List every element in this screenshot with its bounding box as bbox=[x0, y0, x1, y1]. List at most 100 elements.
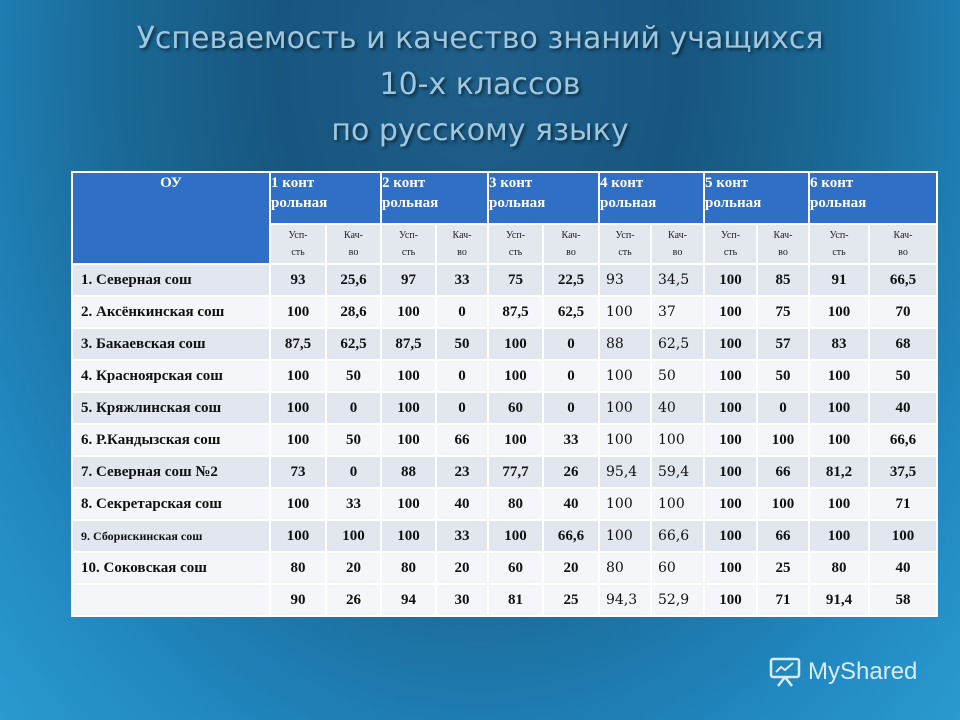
cell-kachestvo: 0 bbox=[435, 359, 489, 393]
cell-uspevaemost: 100 bbox=[380, 487, 437, 521]
cell-kachestvo: 0 bbox=[325, 455, 382, 489]
header-kachestvo: Кач-во bbox=[650, 223, 705, 265]
cell-uspevaemost: 100 bbox=[703, 263, 758, 297]
cell-uspevaemost: 75 bbox=[487, 263, 544, 297]
cell-kachestvo: 66 bbox=[435, 423, 489, 457]
cell-uspevaemost: 100 bbox=[487, 423, 544, 457]
cell-kachestvo: 34,5 bbox=[650, 263, 705, 297]
school-name: 4. Красноярская сош bbox=[71, 359, 271, 393]
cell-kachestvo: 100 bbox=[756, 487, 810, 521]
cell-uspevaemost: 90 bbox=[269, 583, 327, 617]
cell-kachestvo: 70 bbox=[868, 295, 938, 329]
table-row: 10. Соковская сош 80 20 80 20 60 20 80 60 100 25 80… bbox=[71, 551, 938, 585]
cell-kachestvo: 28,6 bbox=[325, 295, 382, 329]
cell-uspevaemost: 60 bbox=[487, 391, 544, 425]
school-name: 8. Секретарская сош bbox=[71, 487, 271, 521]
cell-uspevaemost: 94,3 bbox=[598, 583, 652, 617]
cell-kachestvo: 25 bbox=[542, 583, 600, 617]
cell-uspevaemost: 100 bbox=[487, 519, 544, 553]
cell-kachestvo: 62,5 bbox=[542, 295, 600, 329]
cell-kachestvo: 37,5 bbox=[868, 455, 938, 489]
cell-uspevaemost: 93 bbox=[269, 263, 327, 297]
cell-kachestvo: 30 bbox=[435, 583, 489, 617]
cell-kachestvo: 58 bbox=[868, 583, 938, 617]
header-kachestvo: Кач-во bbox=[325, 223, 382, 265]
cell-kachestvo: 0 bbox=[435, 295, 489, 329]
cell-kachestvo: 59,4 bbox=[650, 455, 705, 489]
school-name: 7. Северная сош №2 bbox=[71, 455, 271, 489]
cell-kachestvo: 66,6 bbox=[650, 519, 705, 553]
title-line-1: Успеваемость и качество знаний учащихся bbox=[136, 21, 824, 56]
table-row: 2. Аксёнкинская сош 100 28,6 100 0 87,5 62,5 10… bbox=[71, 295, 938, 329]
header-uspevaemost: Усп-сть bbox=[380, 223, 437, 265]
cell-uspevaemost: 100 bbox=[380, 519, 437, 553]
cell-kachestvo: 33 bbox=[435, 263, 489, 297]
cell-uspevaemost: 100 bbox=[380, 359, 437, 393]
table-row: 9. Сборискинская сош 100 100 100 33 100 66,6 10… bbox=[71, 519, 938, 553]
school-name: 2. Аксёнкинская сош bbox=[71, 295, 271, 329]
header-uspevaemost: Усп-сть bbox=[487, 223, 544, 265]
presentation-board-icon bbox=[769, 657, 801, 687]
cell-uspevaemost: 91,4 bbox=[808, 583, 870, 617]
cell-kachestvo: 0 bbox=[435, 391, 489, 425]
cell-kachestvo: 40 bbox=[435, 487, 489, 521]
table-row: 4. Красноярская сош 100 50 100 0 100 0 100 50 100… bbox=[71, 359, 938, 393]
cell-uspevaemost: 100 bbox=[269, 359, 327, 393]
results-table: ОУ 1 конт рольная 2 конт рольная 3 конт рол… bbox=[71, 171, 938, 617]
cell-uspevaemost: 80 bbox=[598, 551, 652, 585]
cell-uspevaemost: 100 bbox=[808, 391, 870, 425]
cell-kachestvo: 40 bbox=[542, 487, 600, 521]
header-control-4: 4 конт рольная bbox=[598, 171, 705, 225]
cell-kachestvo: 0 bbox=[756, 391, 810, 425]
cell-uspevaemost: 94 bbox=[380, 583, 437, 617]
cell-kachestvo: 50 bbox=[435, 327, 489, 361]
cell-uspevaemost: 81,2 bbox=[808, 455, 870, 489]
cell-uspevaemost: 100 bbox=[598, 391, 652, 425]
cell-uspevaemost: 100 bbox=[808, 423, 870, 457]
cell-uspevaemost: 100 bbox=[598, 295, 652, 329]
cell-uspevaemost: 100 bbox=[598, 359, 652, 393]
title-line-2: 10-х классов bbox=[379, 67, 581, 102]
table-row: 8. Секретарская сош 100 33 100 40 80 40 100 100 1… bbox=[71, 487, 938, 521]
school-name bbox=[71, 583, 271, 617]
cell-kachestvo: 62,5 bbox=[650, 327, 705, 361]
cell-uspevaemost: 80 bbox=[269, 551, 327, 585]
cell-uspevaemost: 100 bbox=[598, 423, 652, 457]
cell-kachestvo: 26 bbox=[542, 455, 600, 489]
cell-kachestvo: 60 bbox=[650, 551, 705, 585]
school-name: 10. Соковская сош bbox=[71, 551, 271, 585]
table-body: 1. Северная сош 93 25,6 97 33 75 22,5 93 34,5 100… bbox=[71, 263, 938, 617]
table-row: 1. Северная сош 93 25,6 97 33 75 22,5 93 34,5 100… bbox=[71, 263, 938, 297]
table-row: 5. Кряжлинская сош 100 0 100 0 60 0 100 40 100 0 10… bbox=[71, 391, 938, 425]
myshared-watermark: MyShared bbox=[768, 656, 917, 688]
cell-kachestvo: 66,6 bbox=[542, 519, 600, 553]
cell-uspevaemost: 100 bbox=[703, 519, 758, 553]
cell-uspevaemost: 73 bbox=[269, 455, 327, 489]
school-name: 6. Р.Кандызская сош bbox=[71, 423, 271, 457]
cell-kachestvo: 40 bbox=[650, 391, 705, 425]
header-row-metrics: Усп-сть Кач-во Усп-сть Кач-во Усп-сть Кач-во У… bbox=[72, 223, 938, 265]
cell-uspevaemost: 80 bbox=[380, 551, 437, 585]
cell-kachestvo: 37 bbox=[650, 295, 705, 329]
cell-kachestvo: 0 bbox=[542, 391, 600, 425]
cell-uspevaemost: 100 bbox=[703, 487, 758, 521]
header-control-1: 1 конт рольная bbox=[269, 171, 382, 225]
cell-uspevaemost: 100 bbox=[269, 391, 327, 425]
cell-kachestvo: 50 bbox=[325, 359, 382, 393]
cell-uspevaemost: 100 bbox=[808, 519, 870, 553]
cell-kachestvo: 100 bbox=[650, 423, 705, 457]
header-control-2: 2 конт рольная bbox=[380, 171, 489, 225]
cell-kachestvo: 23 bbox=[435, 455, 489, 489]
cell-kachestvo: 71 bbox=[756, 583, 810, 617]
cell-kachestvo: 68 bbox=[868, 327, 938, 361]
cell-uspevaemost: 100 bbox=[380, 295, 437, 329]
cell-kachestvo: 33 bbox=[435, 519, 489, 553]
cell-uspevaemost: 100 bbox=[598, 519, 652, 553]
cell-kachestvo: 40 bbox=[868, 551, 938, 585]
cell-uspevaemost: 100 bbox=[269, 295, 327, 329]
header-kachestvo: Кач-во bbox=[756, 223, 810, 265]
cell-kachestvo: 100 bbox=[325, 519, 382, 553]
cell-kachestvo: 66 bbox=[756, 455, 810, 489]
cell-kachestvo: 0 bbox=[542, 359, 600, 393]
cell-kachestvo: 33 bbox=[542, 423, 600, 457]
